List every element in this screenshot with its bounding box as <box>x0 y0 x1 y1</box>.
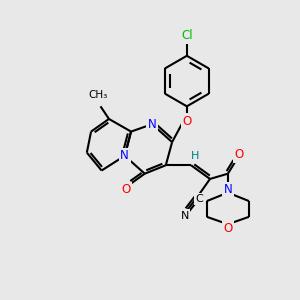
Text: CH₃: CH₃ <box>89 90 108 100</box>
Text: O: O <box>182 115 191 128</box>
Text: N: N <box>224 183 232 196</box>
Text: Cl: Cl <box>181 29 193 42</box>
Text: O: O <box>121 183 130 196</box>
Text: C: C <box>196 194 203 204</box>
Text: H: H <box>191 151 200 161</box>
Text: N: N <box>181 211 189 221</box>
Text: O: O <box>223 222 232 235</box>
Text: O: O <box>235 148 244 161</box>
Text: N: N <box>120 149 129 162</box>
Text: N: N <box>148 118 157 131</box>
